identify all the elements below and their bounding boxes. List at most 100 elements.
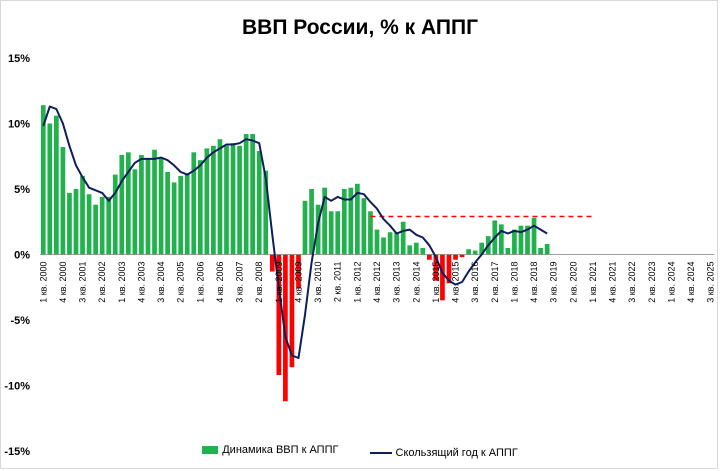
gdp-bar [433, 254, 439, 281]
gdp-bar [119, 154, 125, 255]
gdp-bar [197, 160, 203, 255]
legend-item-line: Скользящий год к АППГ [369, 447, 518, 459]
x-tick-label: 4 кв. 2012 [372, 262, 382, 303]
gdp-bar [328, 211, 334, 255]
gdp-bar [93, 204, 98, 255]
x-tick-label: 2 кв. 2023 [647, 262, 657, 303]
gdp-bar [112, 174, 118, 255]
x-tick-label: 3 кв. 2013 [392, 262, 402, 303]
x-tick-label: 4 кв. 2015 [451, 262, 461, 303]
gdp-bar [518, 225, 524, 255]
gdp-bar [178, 175, 184, 255]
x-tick-label: 3 кв. 2022 [627, 262, 637, 303]
gdp-bar [355, 183, 360, 255]
x-tick-label: 4 кв. 2006 [215, 262, 225, 303]
rolling-year-line [42, 105, 548, 359]
x-tick-label: 1 кв. 2000 [38, 262, 48, 303]
x-tick-label: 4 кв. 2018 [529, 262, 539, 303]
gdp-bar [139, 154, 144, 255]
gdp-bar [420, 247, 426, 255]
gdp-bar [230, 143, 236, 255]
gdp-bar [204, 148, 210, 255]
x-tick-label: 4 кв. 2024 [686, 262, 696, 303]
gdp-bar [283, 254, 288, 402]
x-tick-label: 2 кв. 2005 [176, 262, 186, 303]
gdp-bar [289, 254, 295, 368]
gdp-bar [407, 245, 413, 255]
gdp-bar [256, 151, 262, 255]
x-tick-label: 2 кв. 2017 [490, 261, 500, 302]
gdp-bar [505, 247, 511, 255]
gdp-bar [348, 187, 354, 255]
gdp-bar [184, 173, 190, 255]
chart-legend: Динамика ВВП к АППГ Скользящий год к АПП… [0, 444, 720, 459]
gdp-bar [165, 171, 170, 255]
gdp-bar [498, 224, 504, 255]
x-tick-label: 2 кв. 2014 [411, 262, 421, 303]
gdp-bar [479, 242, 485, 255]
gdp-bar [217, 139, 223, 255]
x-tick-label: 2 кв. 2020 [568, 262, 578, 303]
gdp-bar [315, 204, 321, 255]
x-tick-label: 1 кв. 2003 [117, 262, 127, 303]
x-tick-label: 4 кв. 2003 [136, 262, 146, 303]
gdp-bar [322, 187, 328, 255]
x-tick-label: 1 кв. 2021 [588, 262, 598, 303]
x-tick-label: 4 кв. 2000 [58, 262, 68, 303]
gdp-bar [453, 254, 458, 260]
gdp-bar [125, 152, 131, 255]
gdp-bar [512, 229, 517, 255]
gdp-bar [276, 254, 282, 376]
gdp-bar [106, 196, 112, 255]
gdp-bar [145, 158, 151, 255]
legend-item-bars: Динамика ВВП к АППГ [202, 444, 338, 456]
gdp-bar [158, 157, 164, 255]
gdp-bar [86, 194, 92, 255]
gdp-bar [361, 198, 367, 255]
gdp-bar [400, 221, 406, 255]
gdp-bar [243, 133, 249, 255]
gdp-bar [269, 254, 275, 272]
x-tick-label: 2 кв. 2008 [254, 262, 264, 303]
y-tick-label: -10% [4, 381, 30, 393]
x-tick-label: 3 кв. 2010 [313, 262, 323, 303]
gdp-bar [426, 254, 432, 260]
gdp-bar [394, 232, 399, 255]
y-tick-label: -5% [10, 315, 30, 327]
gdp-bar [525, 225, 530, 255]
x-tick-label: 3 кв. 2004 [156, 262, 166, 303]
gdp-bar [171, 182, 177, 255]
gdp-bar [191, 152, 197, 255]
gdp-bar [237, 145, 242, 255]
x-tick-label: 1 кв. 2018 [509, 262, 519, 303]
x-tick-label: 1 кв. 2015 [431, 262, 441, 303]
gdp-bar [60, 147, 66, 255]
gdp-bar [296, 254, 301, 289]
gdp-bar [263, 170, 269, 255]
gdp-bar [302, 200, 308, 255]
x-tick-label: 2 кв. 2002 [97, 262, 107, 303]
gdp-bar [132, 169, 138, 255]
gdp-bar [374, 229, 380, 255]
x-tick-label: 3 кв. 2016 [470, 262, 480, 303]
y-tick-label: 0% [14, 250, 30, 262]
x-tick-label: 3 кв. 2001 [78, 262, 88, 303]
gdp-bar [250, 133, 256, 255]
x-tick-label: 1 кв. 2009 [274, 262, 284, 303]
legend-swatch-line [369, 452, 392, 454]
gdp-bar [368, 211, 373, 255]
gdp-bar [211, 145, 216, 255]
gdp-bar [152, 149, 157, 255]
x-tick-label: 4 кв. 2021 [608, 262, 618, 303]
gdp-bar [466, 249, 471, 255]
gdp-bar [459, 254, 465, 258]
x-tick-label: 4 кв. 2009 [293, 262, 303, 303]
gdp-bar [544, 244, 550, 255]
gdp-bar [309, 189, 314, 255]
x-tick-label: 3 кв. 2007 [235, 262, 245, 303]
x-tick-label: 1 кв. 2012 [352, 262, 362, 303]
chart-title: ВВП России, % к АППГ [242, 16, 478, 39]
y-tick-label: -15% [4, 446, 30, 458]
gdp-bar [54, 115, 59, 255]
